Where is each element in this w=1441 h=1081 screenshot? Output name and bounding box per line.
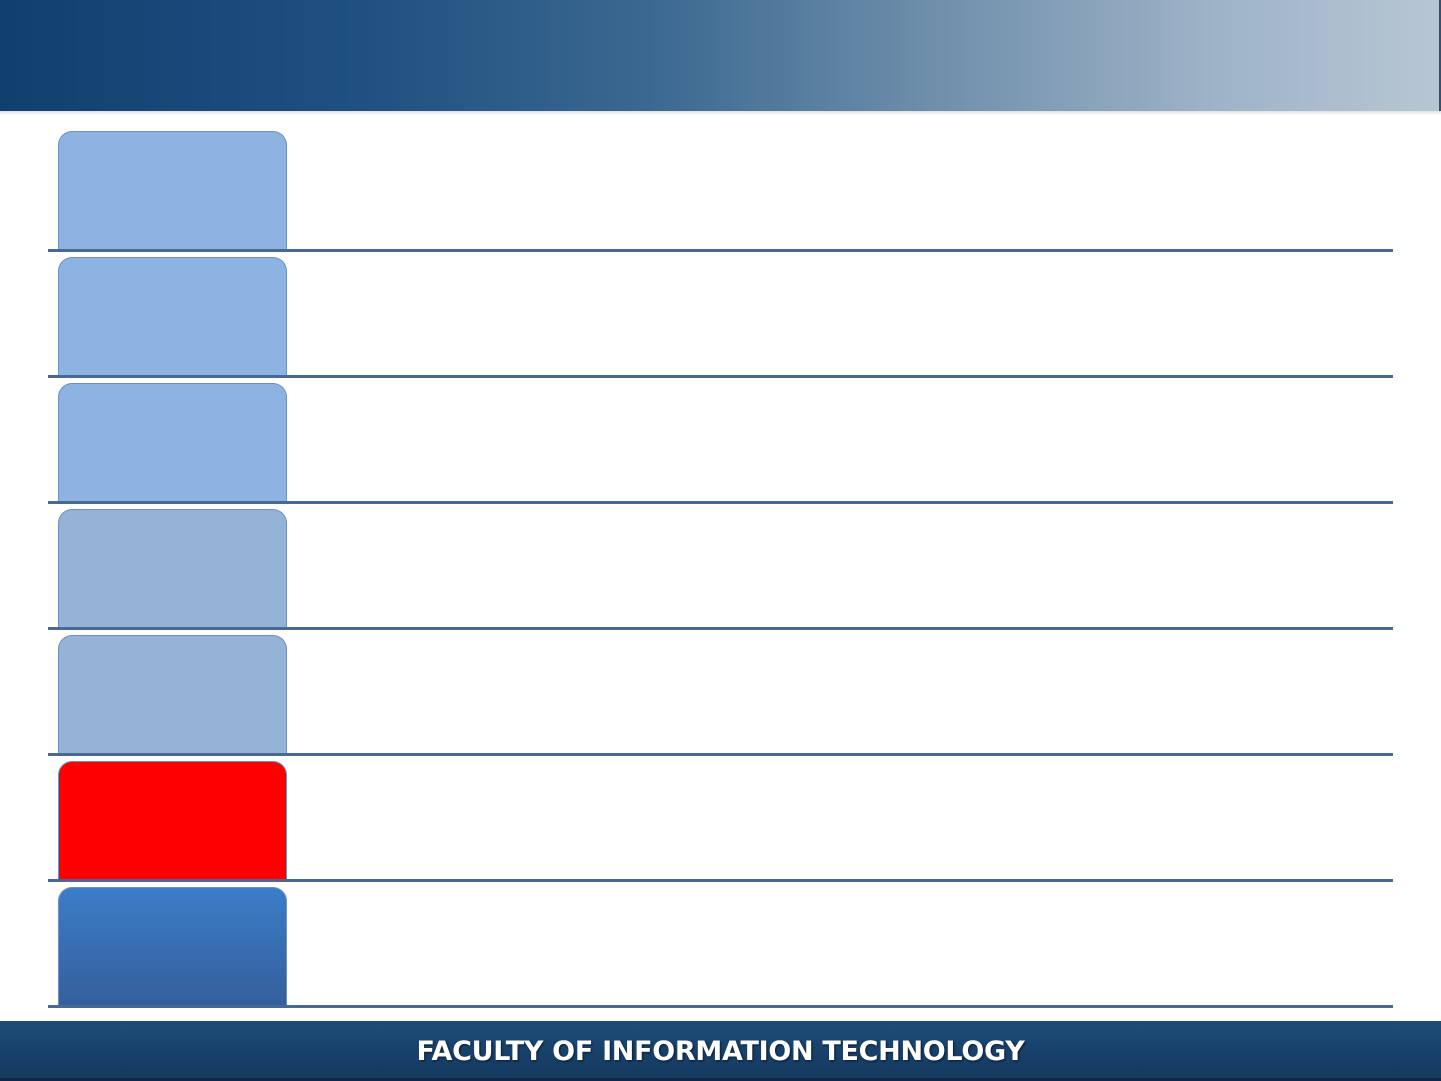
- row-tab[interactable]: [58, 257, 287, 376]
- row-tab[interactable]: [58, 887, 287, 1006]
- header-shadow: [0, 111, 1441, 115]
- list-item: [0, 125, 1441, 252]
- row-divider: [48, 501, 1393, 504]
- list-item: [0, 503, 1441, 630]
- footer-bottom-edge: [0, 1078, 1441, 1081]
- row-divider: [48, 375, 1393, 378]
- row-divider: [48, 627, 1393, 630]
- footer-title: FACULTY OF INFORMATION TECHNOLOGY: [416, 1036, 1025, 1067]
- row-tab[interactable]: [58, 509, 287, 628]
- row-divider: [48, 753, 1393, 756]
- row-tab[interactable]: [58, 383, 287, 502]
- row-divider: [48, 879, 1393, 882]
- list-item: [0, 755, 1441, 882]
- list-item: [0, 251, 1441, 378]
- header-band: [0, 0, 1441, 111]
- list-item: [0, 881, 1441, 1008]
- row-tab[interactable]: [58, 131, 287, 250]
- footer-band: [0, 1021, 1441, 1081]
- row-divider: [48, 249, 1393, 252]
- row-divider: [48, 1005, 1393, 1008]
- list-item: [0, 377, 1441, 504]
- row-tab[interactable]: [58, 635, 287, 754]
- list-item: [0, 629, 1441, 756]
- row-tab[interactable]: [58, 761, 287, 880]
